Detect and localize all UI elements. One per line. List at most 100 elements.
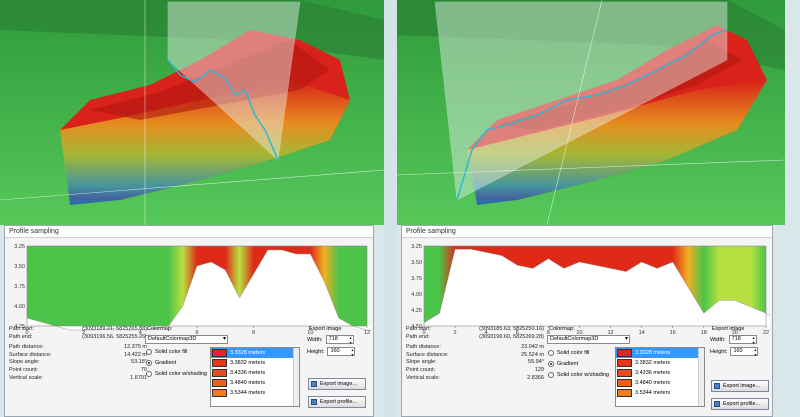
colormap-select[interactable]: DefaultColormap3D ▾ xyxy=(145,335,228,344)
legend-item[interactable]: 3.4840 meters xyxy=(616,378,704,388)
legend-item-label: 3.3328 meters xyxy=(230,350,266,356)
export-image-button[interactable]: Export image... xyxy=(308,378,366,390)
info-key: Path start: xyxy=(9,326,35,332)
chevron-down-icon: ▾ xyxy=(624,336,628,342)
x-tick-label: 12 xyxy=(607,330,613,336)
y-tick-label: 3.75 xyxy=(14,284,25,290)
export-profile-button-label: Export profile... xyxy=(723,401,760,407)
info-value: (3093185.63, 5825250.16) xyxy=(479,326,544,332)
x-tick-label: 8 xyxy=(547,330,550,336)
x-tick-label: 10 xyxy=(576,330,582,336)
info-value: (3093196.56, 5825255.26) xyxy=(82,333,147,340)
width-field: Width: 718 ▴ ▾ xyxy=(307,335,354,345)
legend-item[interactable]: 3.4840 meters xyxy=(211,378,299,388)
export-image-label: Export image xyxy=(309,326,342,332)
radio-icon xyxy=(548,350,554,356)
legend-item[interactable]: 3.3832 meters xyxy=(616,358,704,368)
info-key: Vertical scale: xyxy=(406,374,440,381)
height-input[interactable]: 160 ▴ ▾ xyxy=(730,347,759,357)
path-info: Path start: (3093189.21, 5825265.08) Path … xyxy=(9,326,147,382)
x-tick-label: 16 xyxy=(670,330,676,336)
height-label: Height: xyxy=(710,348,728,355)
export-image-button-label: Export image... xyxy=(723,383,760,389)
colormap-legend-list[interactable]: 3.3328 meters 3.3832 meters 3.4336 meters 3… xyxy=(615,347,705,407)
info-key: Slope angle: xyxy=(406,359,437,366)
radio-solid-fill[interactable]: Solid color fill xyxy=(548,350,589,356)
x-tick-label: 10 xyxy=(307,330,313,336)
info-row: Path end: (3093196.60, 5825269.28) xyxy=(406,334,544,342)
dialog-title: Profile sampling xyxy=(402,226,772,238)
radio-shading[interactable]: Solid color w/shading xyxy=(548,372,609,378)
export-profile-button[interactable]: Export profile... xyxy=(308,396,366,408)
info-key: Path end: xyxy=(9,333,33,340)
legend-item[interactable]: 3.5344 meters xyxy=(211,388,299,398)
info-value: 25.524 m xyxy=(521,351,544,358)
export-image-button-label: Export image... xyxy=(320,381,357,387)
legend-item[interactable]: 3.3328 meters xyxy=(616,348,704,358)
colormap-select[interactable]: DefaultColormap3D ▾ xyxy=(547,335,630,344)
radio-gradient-label: Gradient xyxy=(155,360,177,366)
info-value: (3093189.21, 5825265.08) xyxy=(82,326,147,332)
profile-area xyxy=(424,249,770,326)
height-value: 160 xyxy=(733,348,743,354)
info-key: Surface distance: xyxy=(9,351,52,358)
info-row: Vertical scale: 1.6791 xyxy=(9,375,147,383)
height-field: Height: 160 ▴ ▾ xyxy=(307,347,356,357)
x-tick-label: 6 xyxy=(195,330,198,336)
x-tick-label: 0 xyxy=(25,330,28,336)
color-swatch xyxy=(617,389,632,397)
radio-solid-fill-label: Solid color fill xyxy=(155,349,188,355)
scrollbar[interactable] xyxy=(293,348,299,406)
legend-item-label: 3.4840 meters xyxy=(230,380,266,386)
colormap-label: Colormap: xyxy=(147,326,173,332)
terrain-3d-view[interactable] xyxy=(397,0,785,225)
radio-gradient[interactable]: Gradient xyxy=(548,361,578,367)
right-panel: Profile sampling 3.25 3.50 3.75 4.00 4.25 4.5… xyxy=(397,0,785,417)
info-row: Point count: 70 xyxy=(9,367,147,375)
height-input[interactable]: 160 ▴ ▾ xyxy=(327,347,356,357)
terrain-3d-view[interactable] xyxy=(0,0,384,225)
x-tick-label: 0 xyxy=(422,330,425,336)
info-key: Path distance: xyxy=(9,344,44,351)
legend-item[interactable]: 3.4336 meters xyxy=(211,368,299,378)
color-swatch xyxy=(212,389,227,397)
legend-item[interactable]: 3.3328 meters xyxy=(211,348,299,358)
spinner-icon[interactable]: ▴ ▾ xyxy=(754,347,757,357)
image-icon xyxy=(714,383,720,389)
info-key: Path start: xyxy=(406,326,432,332)
y-tick-label: 4.50 xyxy=(411,324,422,330)
spinner-icon[interactable]: ▴ ▾ xyxy=(349,335,352,345)
color-swatch xyxy=(617,349,632,357)
color-swatch xyxy=(617,359,632,367)
legend-item[interactable]: 3.4336 meters xyxy=(616,368,704,378)
radio-solid-fill[interactable]: Solid color fill xyxy=(146,349,187,355)
radio-shading[interactable]: Solid color w/shading xyxy=(146,371,207,377)
colormap-legend-list[interactable]: 3.3328 meters 3.3832 meters 3.4336 meters 3… xyxy=(210,347,300,407)
export-image-button[interactable]: Export image... xyxy=(711,380,769,392)
radio-gradient-label: Gradient xyxy=(557,361,579,367)
y-tick-label: 3.25 xyxy=(411,244,422,250)
x-tick-label: 22 xyxy=(763,330,769,336)
x-tick-label: 6 xyxy=(516,330,519,336)
height-field: Height: 160 ▴ ▾ xyxy=(710,347,759,357)
info-row: Path start: (3093189.21, 5825265.08) xyxy=(9,326,147,334)
y-tick-label: 3.50 xyxy=(14,264,25,270)
width-input[interactable]: 718 ▴ ▾ xyxy=(728,335,757,345)
y-tick-label: 4.00 xyxy=(411,292,422,298)
spinner-icon[interactable]: ▴ ▾ xyxy=(351,347,354,357)
spinner-icon[interactable]: ▴ ▾ xyxy=(752,335,755,345)
export-profile-button[interactable]: Export profile... xyxy=(711,398,769,410)
info-value: 70 xyxy=(140,366,147,373)
legend-item[interactable]: 3.3832 meters xyxy=(211,358,299,368)
radio-gradient[interactable]: Gradient xyxy=(146,360,176,366)
info-value: 1.6791 xyxy=(130,374,147,381)
width-input[interactable]: 718 ▴ ▾ xyxy=(325,335,354,345)
profile-chart: 3.25 3.50 3.75 4.00 4.250 2 4 6 8 10 12 xyxy=(14,244,371,336)
legend-item[interactable]: 3.5344 meters xyxy=(616,388,704,398)
legend-item-label: 3.4336 meters xyxy=(230,370,266,376)
y-tick-label: 3.75 xyxy=(411,276,422,282)
info-value: 53.18° xyxy=(131,359,147,366)
colormap-select-value: DefaultColormap3D xyxy=(148,336,197,342)
scrollbar[interactable] xyxy=(698,348,704,406)
info-key: Path distance: xyxy=(406,344,441,351)
